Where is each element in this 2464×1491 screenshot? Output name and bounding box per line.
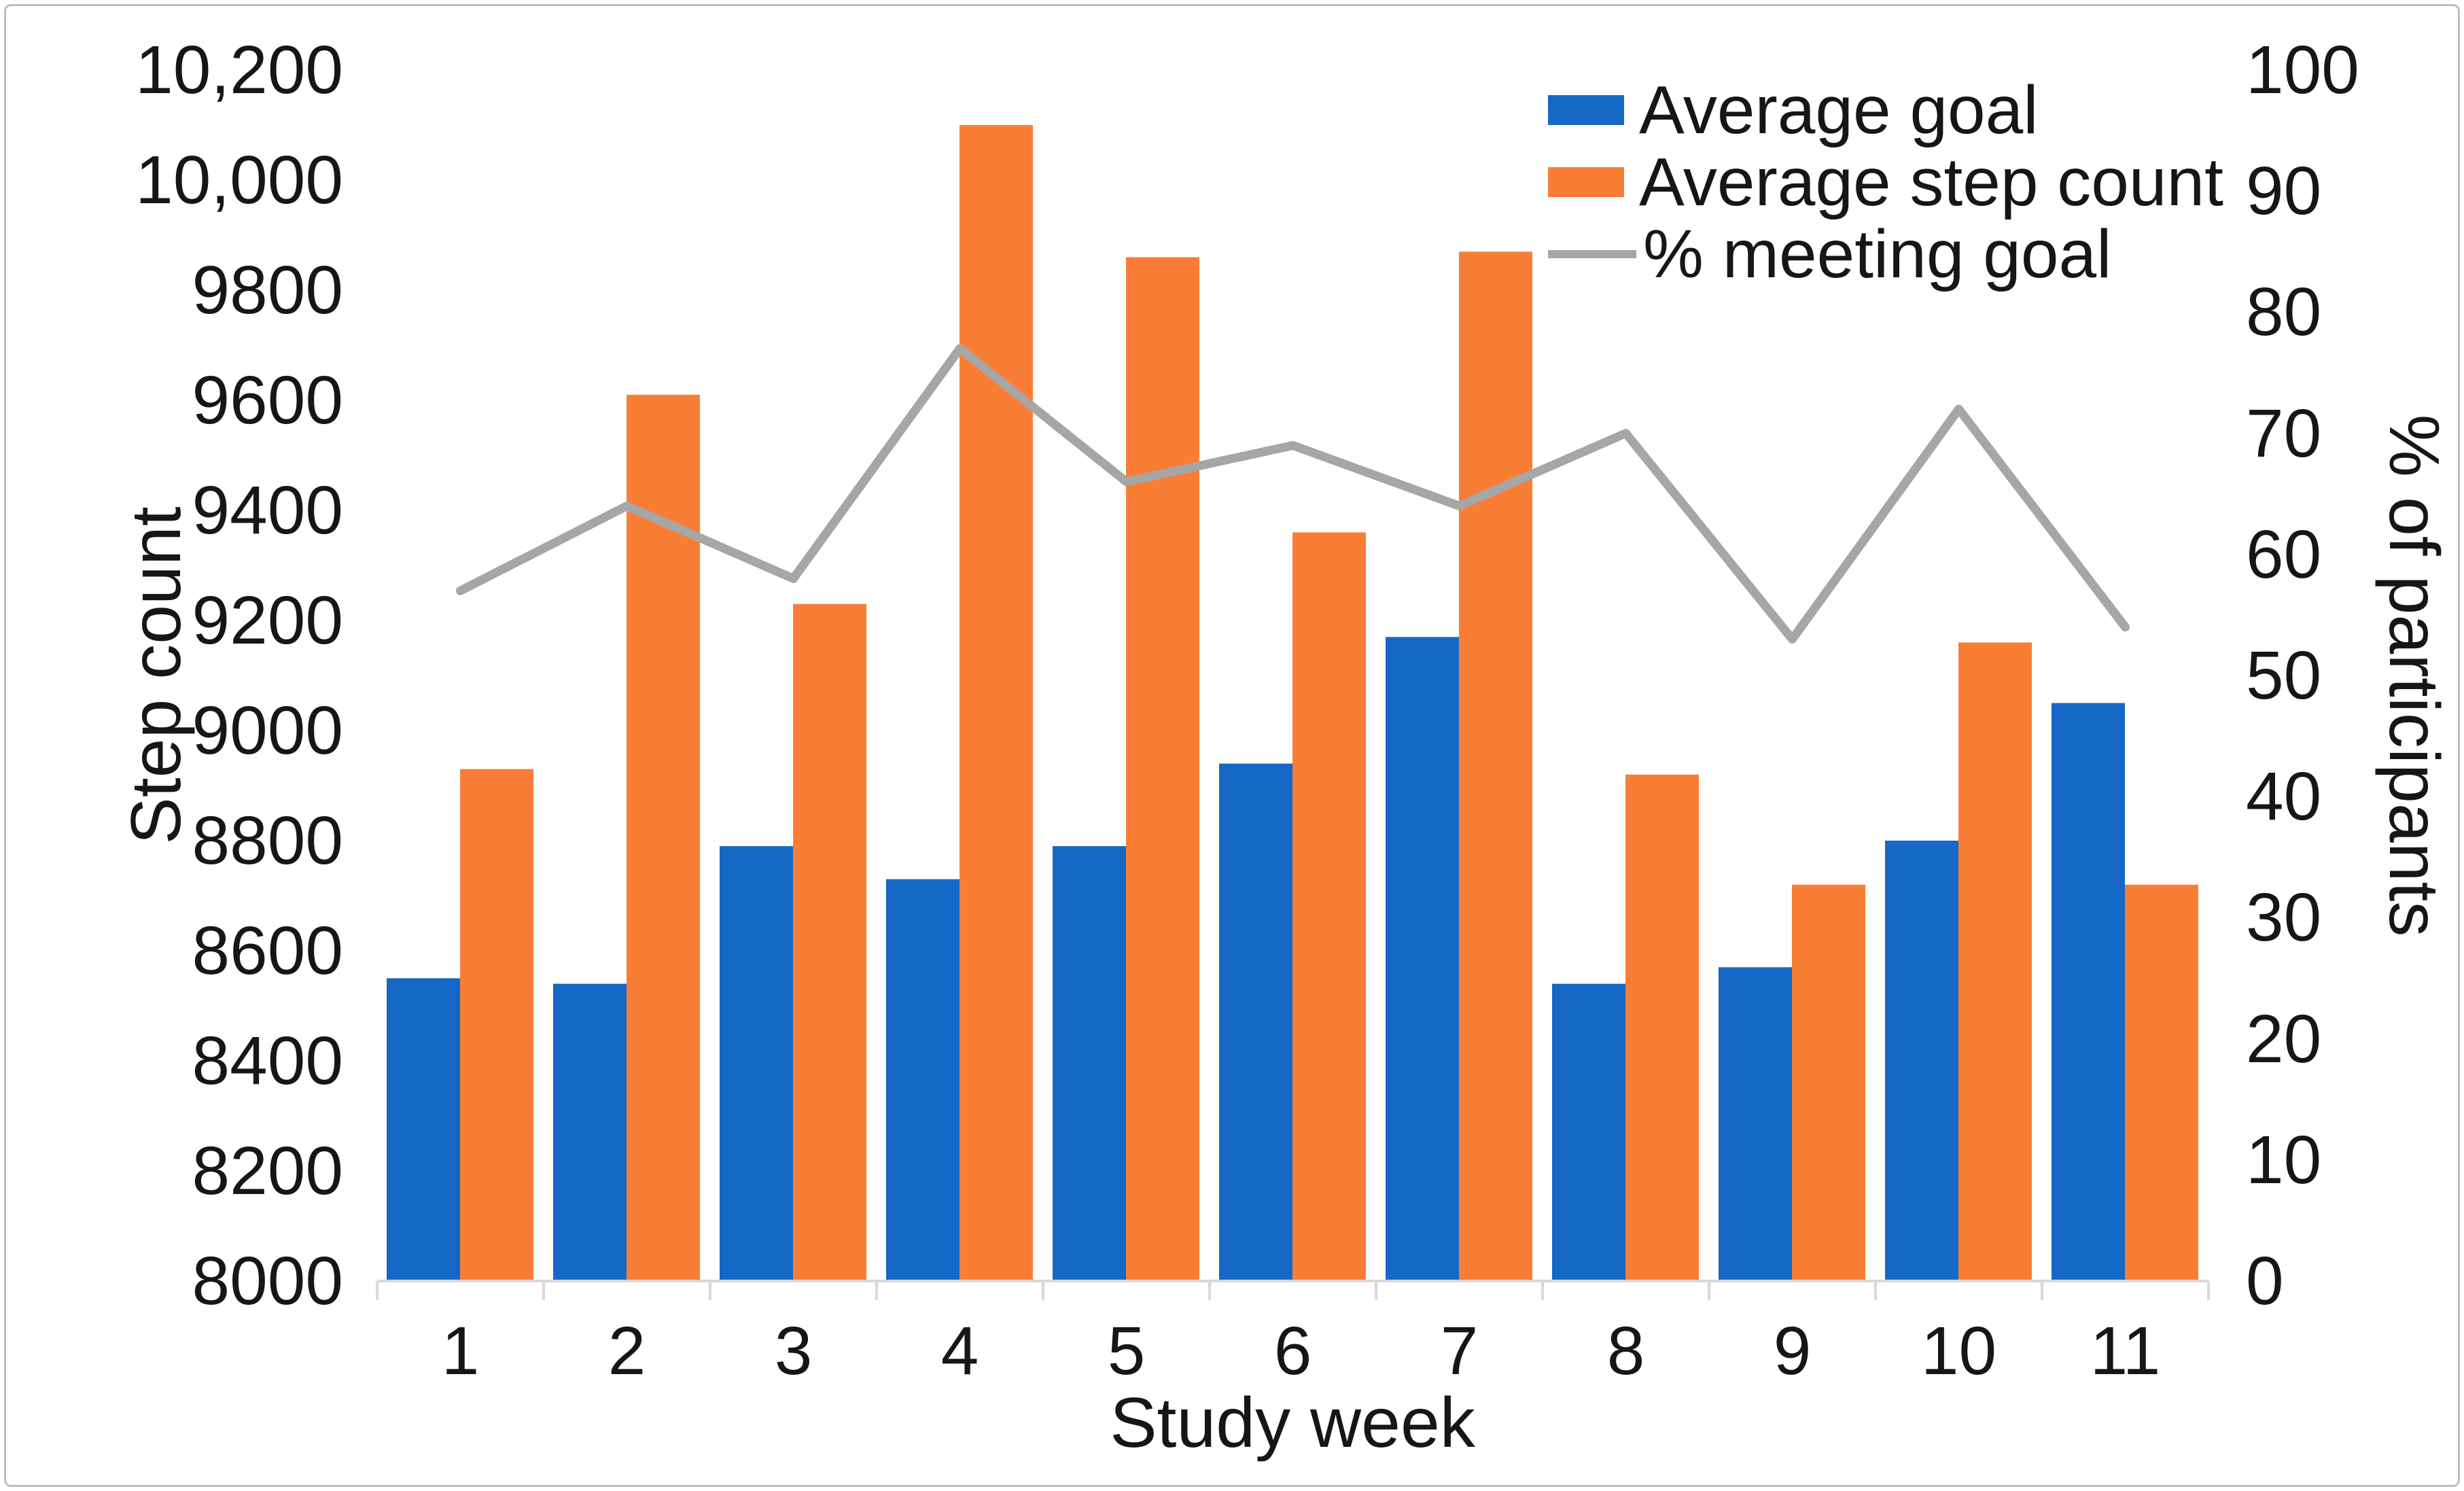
right-axis-tick-label: 10 [2246,1121,2322,1198]
left-axis-tick-label: 8200 [192,1133,343,1209]
x-axis-tick-label: 9 [1773,1313,1812,1389]
left-axis-tick-label: 9400 [192,472,343,548]
x-axis-tick-label: 11 [2090,1313,2161,1389]
left-axis-title: Step count [117,506,196,845]
left-axis-tick-label: 10,200 [135,32,343,108]
x-axis-tick-label: 5 [1107,1313,1146,1389]
right-axis-tick-label: 100 [2246,32,2359,108]
bar-average-goal-week-1 [387,978,460,1281]
bar-average-step-count-week-6 [1292,532,1366,1281]
right-axis-tick-label: 80 [2246,274,2322,351]
left-axis-tick-label: 8800 [192,803,343,879]
x-axis-tick-label: 4 [940,1313,979,1389]
left-axis-tick-label: 9600 [192,362,343,438]
left-axis-tick-label: 8600 [192,913,343,989]
right-axis-tick-label: 50 [2246,637,2322,714]
bar-average-step-count-week-1 [460,769,533,1281]
bar-average-step-count-week-3 [793,603,866,1281]
bar-average-step-count-week-10 [1958,642,2032,1281]
bar-average-goal-week-2 [553,983,627,1281]
right-axis-tick-label: 0 [2246,1243,2284,1319]
bar-average-goal-week-9 [1719,967,1792,1281]
legend-label-percent-meeting-goal: % meeting goal [1643,216,2112,292]
bar-average-goal-week-11 [2052,703,2125,1281]
bar-average-goal-week-5 [1053,846,1126,1281]
x-axis-tick-label: 8 [1606,1313,1645,1389]
bar-average-step-count-week-2 [627,394,700,1281]
left-axis-tick-label: 8000 [192,1243,343,1319]
right-axis-tick-label: 20 [2246,1000,2322,1077]
x-axis-tick-label: 7 [1440,1313,1479,1389]
bar-average-step-count-week-11 [2125,884,2198,1281]
legend-item-average-step-count: Average step count [1548,147,2223,217]
left-axis-tick-label: 10,000 [135,142,343,218]
x-axis-tick-label: 6 [1273,1313,1312,1389]
bar-average-step-count-week-5 [1126,257,1199,1281]
legend-item-percent-meeting-goal: % meeting goal [1548,219,2111,290]
bar-average-step-count-week-9 [1792,884,1865,1281]
right-axis-tick-label: 90 [2246,153,2322,230]
bar-average-goal-week-7 [1386,637,1459,1281]
x-axis-tick-label: 10 [1920,1313,1997,1389]
right-axis-tick-label: 60 [2246,516,2322,593]
legend-swatch-average-step-count [1548,167,1624,197]
legend-label-average-goal: Average goal [1639,72,2039,148]
bar-average-goal-week-3 [720,846,793,1281]
bar-average-goal-week-6 [1219,763,1292,1281]
x-axis-title: Study week [1110,1384,1475,1462]
bar-average-step-count-week-4 [960,125,1033,1281]
right-axis-tick-label: 70 [2246,395,2322,472]
left-axis-tick-label: 9200 [192,582,343,659]
bar-average-goal-week-8 [1552,983,1625,1281]
legend-line-swatch-percent-meeting-goal [1548,250,1636,258]
x-axis-tick-label: 3 [774,1313,813,1389]
legend-item-average-goal: Average goal [1548,75,2039,145]
left-axis-tick-label: 8400 [192,1023,343,1099]
bar-average-goal-week-10 [1885,841,1958,1281]
x-axis-tick-label: 2 [608,1313,646,1389]
left-axis-tick-label: 9800 [192,252,343,328]
right-axis-title: % of participants [2374,414,2453,937]
bar-average-step-count-week-8 [1625,774,1699,1281]
line--meeting-goal [456,344,2130,644]
legend-label-average-step-count: Average step count [1639,144,2223,220]
left-axis-tick-label: 9000 [192,692,343,769]
legend-swatch-average-goal [1548,95,1624,125]
bar-average-goal-week-4 [886,879,960,1281]
x-axis-tick-label: 1 [441,1313,480,1389]
right-axis-tick-label: 30 [2246,879,2322,956]
bar-average-step-count-week-7 [1459,251,1532,1281]
right-axis-tick-label: 40 [2246,758,2322,835]
